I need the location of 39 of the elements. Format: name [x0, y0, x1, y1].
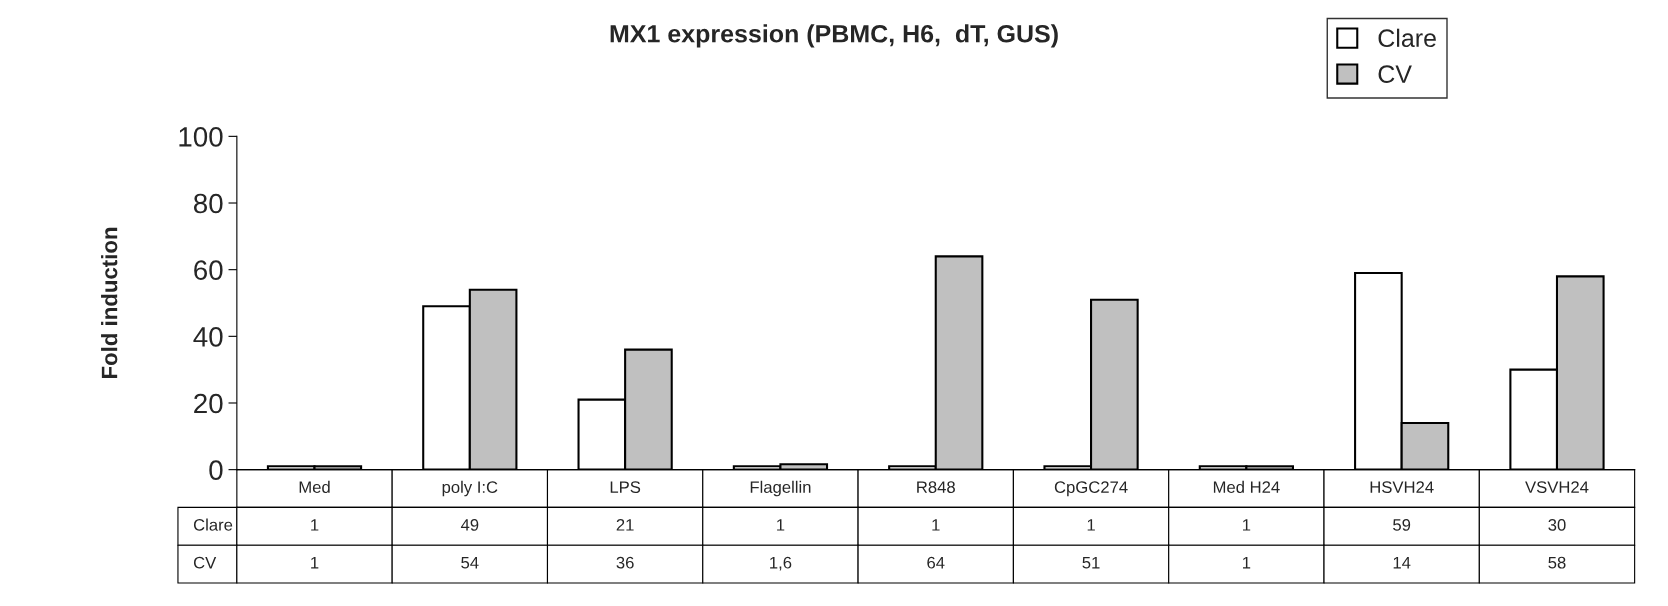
data-label: 36 [616, 556, 634, 569]
x-tick-label: CpGC274 [1054, 481, 1128, 497]
text: CV [193, 556, 217, 569]
chart-title: MX1 expression (PBMC, H6, dT, GUS) [610, 24, 1058, 48]
y-tick-label: 0 [209, 460, 223, 480]
data-label: 51 [1082, 556, 1100, 569]
y-tick-label: 60 [194, 260, 223, 281]
data-label: 1 [311, 519, 319, 531]
data-label: 30 [1548, 518, 1566, 531]
x-tick-label: Flagellin [750, 480, 811, 497]
x-tick-label: HSVH24 [1370, 481, 1434, 494]
data-label: 1,6 [770, 556, 792, 571]
y-tick-label: 40 [193, 327, 223, 347]
x-tick-label: Med [299, 480, 330, 494]
data-label: 1 [932, 519, 940, 531]
data-label: 49 [460, 518, 479, 531]
legend-label: CV [1378, 65, 1412, 83]
data-label: 14 [1393, 556, 1411, 569]
y-tick-label: 80 [193, 193, 223, 214]
x-tick-label: R848 [917, 481, 955, 494]
data-label: 1 [1243, 556, 1251, 569]
x-tick-label: VSVH24 [1525, 481, 1589, 494]
data-label: 64 [927, 556, 945, 569]
x-tick-label: LPS [610, 481, 641, 494]
data-label: 1 [1087, 519, 1095, 531]
x-tick-label: poly I:C [442, 480, 498, 497]
data-label: 21 [616, 518, 634, 531]
data-label: 1 [1243, 519, 1251, 531]
data-label: 1 [311, 556, 319, 569]
data-label: 59 [1393, 518, 1411, 531]
y-tick-label: 20 [194, 393, 223, 414]
data-label: 54 [461, 556, 479, 569]
data-label: 1 [777, 519, 785, 531]
text: Clare [193, 518, 233, 531]
legend-label: Clare [1378, 28, 1436, 48]
y-tick-label: 100 [179, 127, 223, 147]
data-label: 58 [1548, 556, 1566, 569]
x-tick-label: Med H24 [1213, 480, 1280, 494]
y-axis-title: Fold induction [101, 227, 118, 379]
